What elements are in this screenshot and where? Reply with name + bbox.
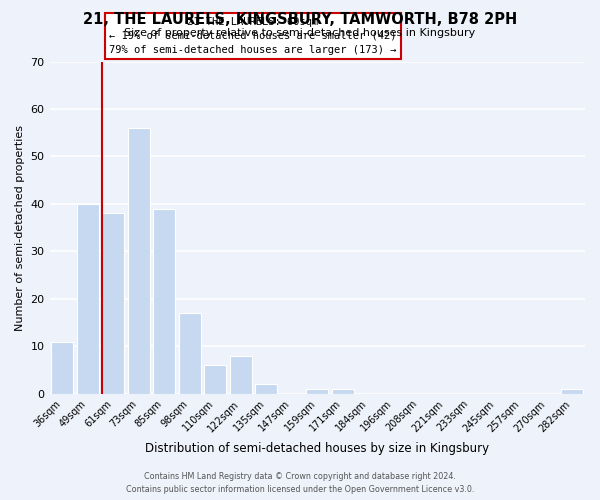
Text: Size of property relative to semi-detached houses in Kingsbury: Size of property relative to semi-detach… <box>124 28 476 38</box>
Bar <box>77 204 98 394</box>
Bar <box>332 389 353 394</box>
Text: Contains HM Land Registry data © Crown copyright and database right 2024.
Contai: Contains HM Land Registry data © Crown c… <box>126 472 474 494</box>
Bar <box>179 313 200 394</box>
Bar <box>256 384 277 394</box>
Bar <box>128 128 149 394</box>
Bar <box>154 208 175 394</box>
Bar <box>230 356 251 394</box>
X-axis label: Distribution of semi-detached houses by size in Kingsbury: Distribution of semi-detached houses by … <box>145 442 490 455</box>
Bar <box>307 389 328 394</box>
Bar <box>562 389 583 394</box>
Bar <box>205 366 226 394</box>
Bar <box>52 342 73 394</box>
Text: 21, THE LAURELS, KINGSBURY, TAMWORTH, B78 2PH: 21, THE LAURELS, KINGSBURY, TAMWORTH, B7… <box>83 12 517 28</box>
Y-axis label: Number of semi-detached properties: Number of semi-detached properties <box>15 124 25 330</box>
Text: 21 THE LAURELS: 60sqm
← 19% of semi-detached houses are smaller (42)
79% of semi: 21 THE LAURELS: 60sqm ← 19% of semi-deta… <box>109 17 397 55</box>
Bar <box>103 214 124 394</box>
